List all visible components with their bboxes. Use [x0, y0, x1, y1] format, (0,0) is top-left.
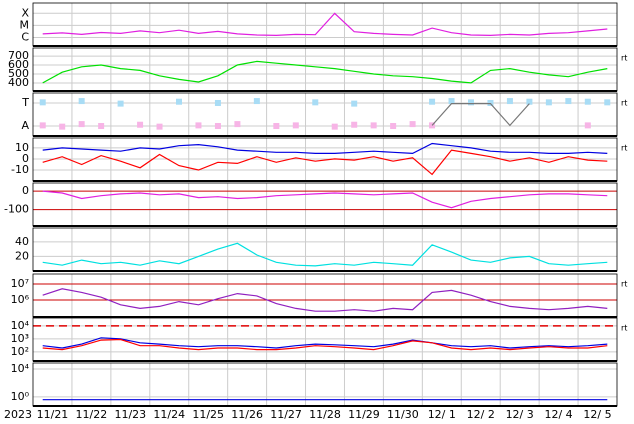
data-dot [468, 99, 474, 106]
data-dot [331, 123, 338, 130]
panel-frame [32, 182, 618, 227]
side-label: rt [621, 280, 627, 289]
panel-frame [32, 273, 618, 318]
data-dot [78, 98, 85, 105]
data-dot [409, 121, 416, 128]
side-label: rt [621, 324, 627, 333]
x-tick-label: 11/28 [309, 408, 341, 421]
x-tick-label: 11/26 [231, 408, 263, 421]
x-tick-label: 11/30 [387, 408, 419, 421]
data-dot [390, 123, 397, 130]
data-dot [448, 98, 455, 105]
x-tick-label: 11/29 [348, 408, 380, 421]
data-dot [234, 121, 241, 128]
data-dot [156, 123, 163, 130]
y-tick-label: 10³ [11, 332, 29, 345]
data-dot [526, 98, 533, 105]
y-tick-label: 10² [11, 345, 29, 358]
data-dot [565, 98, 572, 105]
data-dot [545, 99, 552, 106]
y-tick-label: 40 [15, 235, 29, 248]
year-label: 2023 [4, 408, 32, 421]
data-dot [214, 99, 221, 106]
y-tick-label: 700 [8, 49, 29, 62]
data-dot [312, 99, 319, 106]
data-dot [253, 98, 260, 105]
x-tick-label: 12/ 1 [428, 408, 456, 421]
x-tick-label: 11/25 [192, 408, 224, 421]
data-line [42, 242, 608, 267]
y-tick-label: 600 [8, 58, 29, 71]
y-tick-label: 10⁴ [11, 319, 30, 332]
data-line [42, 338, 608, 351]
y-tick-label: M [20, 18, 30, 31]
y-tick-label: 500 [8, 67, 29, 80]
x-tick-label: 12/ 5 [583, 408, 611, 421]
y-tick-label: 10⁷ [11, 277, 29, 290]
data-dot [584, 98, 591, 105]
x-tick-label: 11/22 [76, 408, 108, 421]
data-line [42, 337, 608, 349]
y-tick-label: -100 [4, 203, 29, 216]
side-label: rt [621, 144, 627, 153]
y-tick-label: 0 [22, 184, 29, 197]
x-tick-label: 11/24 [153, 408, 185, 421]
y-tick-label: X [21, 6, 29, 19]
data-dot [584, 122, 591, 129]
data-dot [429, 122, 436, 129]
x-tick-label: 12/ 4 [544, 408, 572, 421]
data-dot [39, 122, 46, 129]
data-dot [39, 99, 46, 106]
panel-frame [32, 47, 618, 92]
data-dot [370, 122, 377, 129]
side-label: rt [621, 99, 627, 108]
data-line [42, 190, 608, 209]
x-tick-label: 11/21 [37, 408, 69, 421]
y-tick-label: T [21, 96, 29, 109]
y-tick-label: 400 [8, 76, 29, 89]
y-tick-label: C [21, 31, 29, 44]
data-line [42, 142, 608, 155]
data-dot [176, 98, 182, 105]
data-dot [273, 123, 280, 130]
y-tick-label: 10 [15, 141, 29, 154]
data-dot [351, 121, 358, 128]
x-tick-label: 11/27 [270, 408, 302, 421]
data-dot [487, 99, 494, 106]
y-tick-label: -10 [11, 163, 29, 176]
side-label: rt [621, 54, 627, 63]
data-line [431, 103, 530, 127]
data-dot [604, 99, 611, 106]
data-dot [429, 98, 436, 105]
y-tick-label: A [21, 119, 29, 132]
data-dot [137, 121, 144, 128]
x-tick-label: 11/23 [114, 408, 146, 421]
data-dot [351, 100, 358, 107]
data-dot [506, 98, 513, 105]
y-tick-label: 10⁴ [11, 362, 30, 375]
data-line [42, 288, 608, 312]
data-dot [292, 122, 299, 129]
data-dot [98, 123, 105, 130]
data-dot [214, 123, 221, 130]
y-tick-label: 0 [22, 152, 29, 165]
data-dot [78, 121, 85, 128]
data-line [42, 149, 608, 176]
data-line [42, 12, 608, 37]
y-tick-label: 10⁶ [11, 293, 30, 306]
data-dot [195, 122, 202, 129]
data-dot [59, 123, 66, 130]
x-tick-label: 12/ 2 [467, 408, 495, 421]
y-tick-label: 10⁰ [11, 390, 30, 403]
y-tick-label: 20 [15, 249, 29, 262]
x-tick-label: 12/ 3 [506, 408, 534, 421]
data-line [42, 60, 608, 84]
data-dot [117, 100, 124, 107]
